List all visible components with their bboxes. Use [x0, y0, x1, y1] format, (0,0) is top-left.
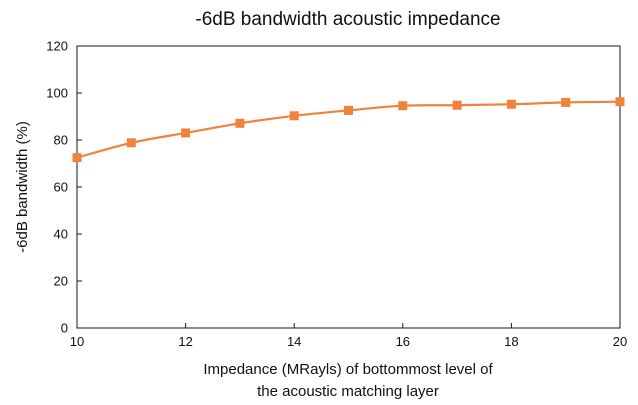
y-axis-title: -6dB bandwidth (%): [14, 121, 31, 253]
data-point-marker: [561, 97, 571, 107]
x-axis-title-line-2: the acoustic matching layer: [257, 383, 439, 400]
data-point-marker: [506, 99, 516, 109]
data-point-marker: [452, 100, 462, 110]
y-tick-label: 20: [54, 274, 68, 289]
data-point-marker: [344, 105, 353, 115]
data-point-marker: [72, 153, 82, 163]
data-point-marker: [126, 138, 136, 148]
x-axis-title-line-1: Impedance (MRayls) of bottommost level o…: [203, 361, 493, 378]
plot-area-frame: [76, 45, 621, 329]
x-tick-label: 20: [613, 334, 627, 349]
x-tick-label: 12: [178, 334, 192, 349]
data-point-marker: [615, 97, 625, 107]
y-axis: 0 20 40 60 80 100 120: [46, 39, 82, 336]
x-axis: 10 12 14 16 18 20: [70, 323, 627, 349]
x-tick-label: 18: [504, 334, 518, 349]
series-layer: [72, 97, 625, 163]
y-tick-label: 120: [46, 39, 68, 54]
chart-title: -6dB bandwidth acoustic impedance: [195, 9, 500, 30]
y-tick-label: 40: [54, 227, 68, 242]
y-tick-label: 100: [46, 86, 68, 101]
x-tick-label: 14: [287, 334, 301, 349]
data-point-marker: [235, 118, 245, 128]
y-tick-label: 80: [54, 133, 68, 148]
data-point-marker: [181, 128, 191, 138]
y-tick-label: 60: [54, 180, 68, 195]
data-point-marker: [398, 101, 408, 111]
y-tick-label: 0: [61, 321, 68, 336]
data-point-marker: [289, 111, 299, 121]
x-tick-label: 16: [396, 334, 410, 349]
x-tick-label: 10: [70, 334, 84, 349]
